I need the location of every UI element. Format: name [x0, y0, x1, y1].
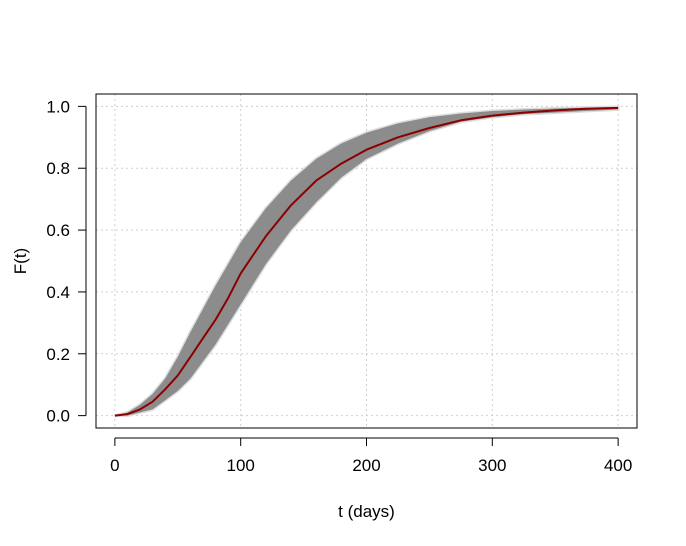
- x-tick-label: 100: [226, 456, 254, 475]
- y-tick-label: 0.8: [46, 159, 70, 178]
- y-tick-label: 0.0: [46, 407, 70, 426]
- x-tick-label: 0: [110, 456, 119, 475]
- series-group: [114, 106, 619, 417]
- y-tick-label: 0.6: [46, 221, 70, 240]
- x-axis-label: t (days): [338, 502, 395, 521]
- y-axis-label: F(t): [11, 248, 30, 274]
- x-tick-label: 200: [352, 456, 380, 475]
- simulation-band-area: [114, 107, 619, 416]
- plot-frame: [95, 93, 638, 429]
- mean-curve-line: [114, 106, 619, 417]
- y-tick-label: 1.0: [46, 97, 70, 116]
- axes: 0 100 200 300 400 0.0 0.2 0.4 0.6 0.8 1.0: [46, 97, 632, 475]
- y-tick-label: 0.4: [46, 283, 70, 302]
- x-tick-label: 300: [478, 456, 506, 475]
- y-tick-label: 0.2: [46, 345, 70, 364]
- x-tick-label: 400: [604, 456, 632, 475]
